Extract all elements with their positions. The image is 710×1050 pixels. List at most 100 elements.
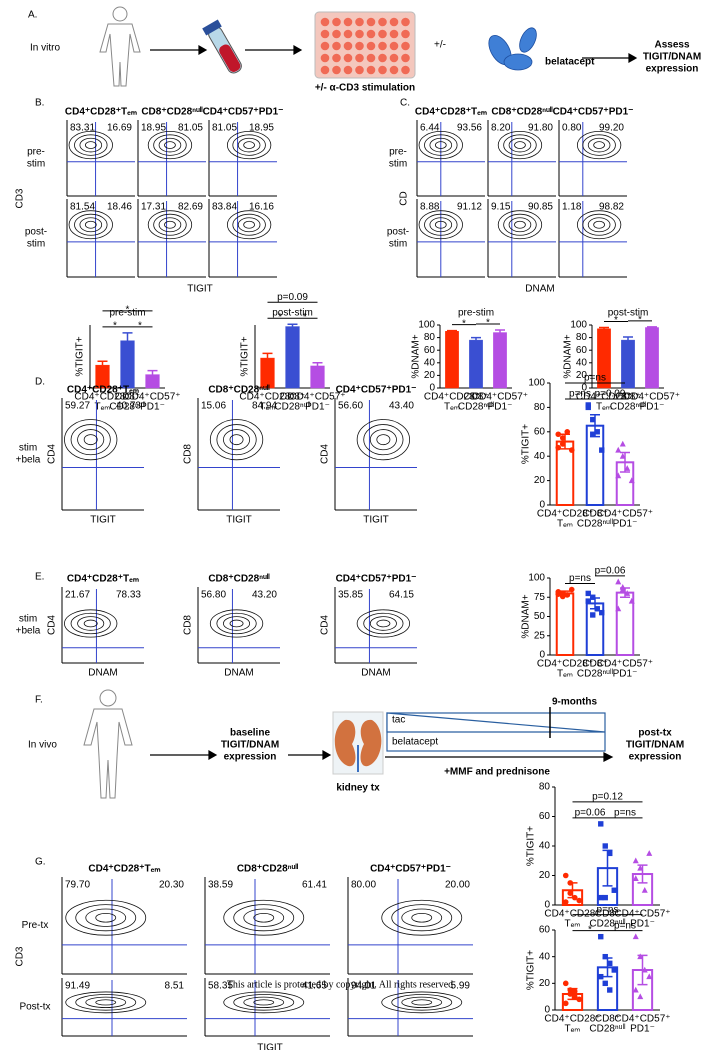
column-title: CD8⁺CD28ⁿᵘˡˡ	[237, 864, 299, 875]
contour	[216, 612, 257, 635]
x-axis-label: DNAM	[525, 284, 554, 295]
well	[401, 29, 410, 39]
row-label: pre-	[27, 147, 45, 158]
contour	[418, 210, 463, 240]
contour	[369, 616, 397, 631]
x-tick-label: Tₑₘ	[259, 402, 275, 413]
label: post-tx	[638, 728, 672, 739]
point	[594, 429, 600, 435]
contour	[356, 419, 411, 461]
label: 9-months	[552, 697, 597, 708]
well	[378, 41, 387, 51]
y-tick-label: 80	[539, 782, 551, 793]
y-tick-label: 80	[576, 332, 588, 343]
quadrant-value: 38.59	[208, 880, 233, 891]
contour	[75, 904, 137, 932]
quadrant-value: 98.82	[599, 202, 624, 213]
point	[594, 606, 600, 612]
column-title: CD4⁺CD57⁺PD1⁻	[203, 107, 284, 118]
contour	[381, 899, 463, 936]
x-tick-label: Tₑₘ	[557, 519, 573, 530]
x-tick-label: CD28ⁿᵘˡˡ	[109, 402, 146, 413]
chart-title: post-stim	[272, 308, 313, 319]
point	[576, 996, 583, 1003]
contour	[68, 210, 113, 240]
x-tick-label: CD4⁺CD28⁺	[239, 392, 295, 403]
point	[585, 590, 591, 597]
contour	[85, 908, 127, 927]
chart-title: pre-stim	[458, 308, 494, 319]
contour	[253, 912, 275, 923]
row-label: Pre-tx	[22, 920, 49, 931]
quadrant-value: 20.30	[159, 880, 184, 891]
row-label: stim	[389, 159, 407, 170]
y-tick-label: 100	[570, 320, 587, 331]
error-bar	[447, 329, 457, 332]
point	[559, 441, 566, 447]
y-tick-label: 40	[539, 951, 551, 962]
error-bar	[620, 451, 630, 473]
column-title: CD8⁺CD28ⁿᵘˡˡ	[141, 107, 203, 118]
bar	[445, 331, 459, 389]
point	[637, 864, 644, 871]
x-tick-label: CD28ⁿᵘˡˡ	[589, 1024, 626, 1035]
contour	[429, 137, 453, 153]
contour	[65, 899, 147, 936]
schematic-f	[83, 689, 133, 799]
y-tick-label: 25	[534, 630, 546, 641]
y-axis-label: CD4	[47, 444, 58, 464]
contour	[209, 419, 264, 461]
column-title: CD4⁺CD28⁺Tₑₘ	[67, 574, 139, 585]
point	[568, 586, 575, 593]
quadrant-value: 91.12	[457, 202, 482, 213]
x-tick-label: CD4⁺CD28⁺	[544, 909, 600, 920]
quadrant-value: 83.84	[212, 202, 237, 213]
significance-label: p=0.06	[595, 565, 626, 576]
label: A.	[28, 10, 37, 21]
x-tick-label: CD28ⁿᵘˡˡ	[274, 402, 311, 413]
contour	[74, 213, 108, 236]
point	[598, 973, 604, 980]
x-tick-label: Tₑₘ	[596, 402, 612, 413]
contour	[243, 141, 255, 149]
y-axis-label: %DNAM+	[411, 334, 422, 378]
point	[602, 894, 608, 901]
error-bar	[602, 849, 613, 887]
contour	[593, 220, 605, 229]
contour	[582, 213, 616, 236]
bar	[645, 327, 659, 389]
quadrant-value: 83.31	[70, 123, 95, 134]
point	[624, 465, 631, 471]
quadrant-value: 90.85	[528, 202, 553, 213]
x-tick-label: Tₑₘ	[444, 402, 460, 413]
quadrant-value: 8.20	[491, 123, 511, 134]
y-axis-label: CD8	[183, 444, 194, 464]
label: TIGIT/DNAM	[221, 740, 279, 751]
point	[567, 890, 574, 896]
contour	[376, 434, 391, 446]
column-title: CD4⁺CD57⁺PD1⁻	[336, 385, 417, 396]
x-tick-label: CD8⁺	[280, 392, 305, 403]
x-axis-label: TIGIT	[187, 284, 213, 295]
quadrant-value: 5.99	[451, 981, 471, 992]
y-tick-label: 0	[544, 900, 550, 911]
tube-icon	[202, 19, 242, 74]
well	[389, 41, 399, 51]
significance-label: *	[113, 321, 117, 332]
contour	[68, 130, 113, 160]
quadrant-value: 9.15	[491, 202, 511, 213]
point	[602, 843, 608, 849]
quadrant-value: 16.16	[249, 202, 274, 213]
belatacept-icon	[488, 27, 537, 71]
quadrant-value: 8.88	[420, 202, 440, 213]
row-label: stim	[27, 239, 45, 250]
quadrant-value: 43.20	[252, 590, 277, 601]
significance-label: p=0.09	[595, 389, 626, 400]
label: expression	[224, 752, 277, 763]
point	[590, 416, 596, 423]
significance-label: p=ns	[597, 904, 619, 915]
contour	[434, 141, 447, 149]
bar	[285, 326, 300, 389]
x-tick-label: PD1⁻	[630, 919, 655, 930]
point	[599, 609, 605, 616]
